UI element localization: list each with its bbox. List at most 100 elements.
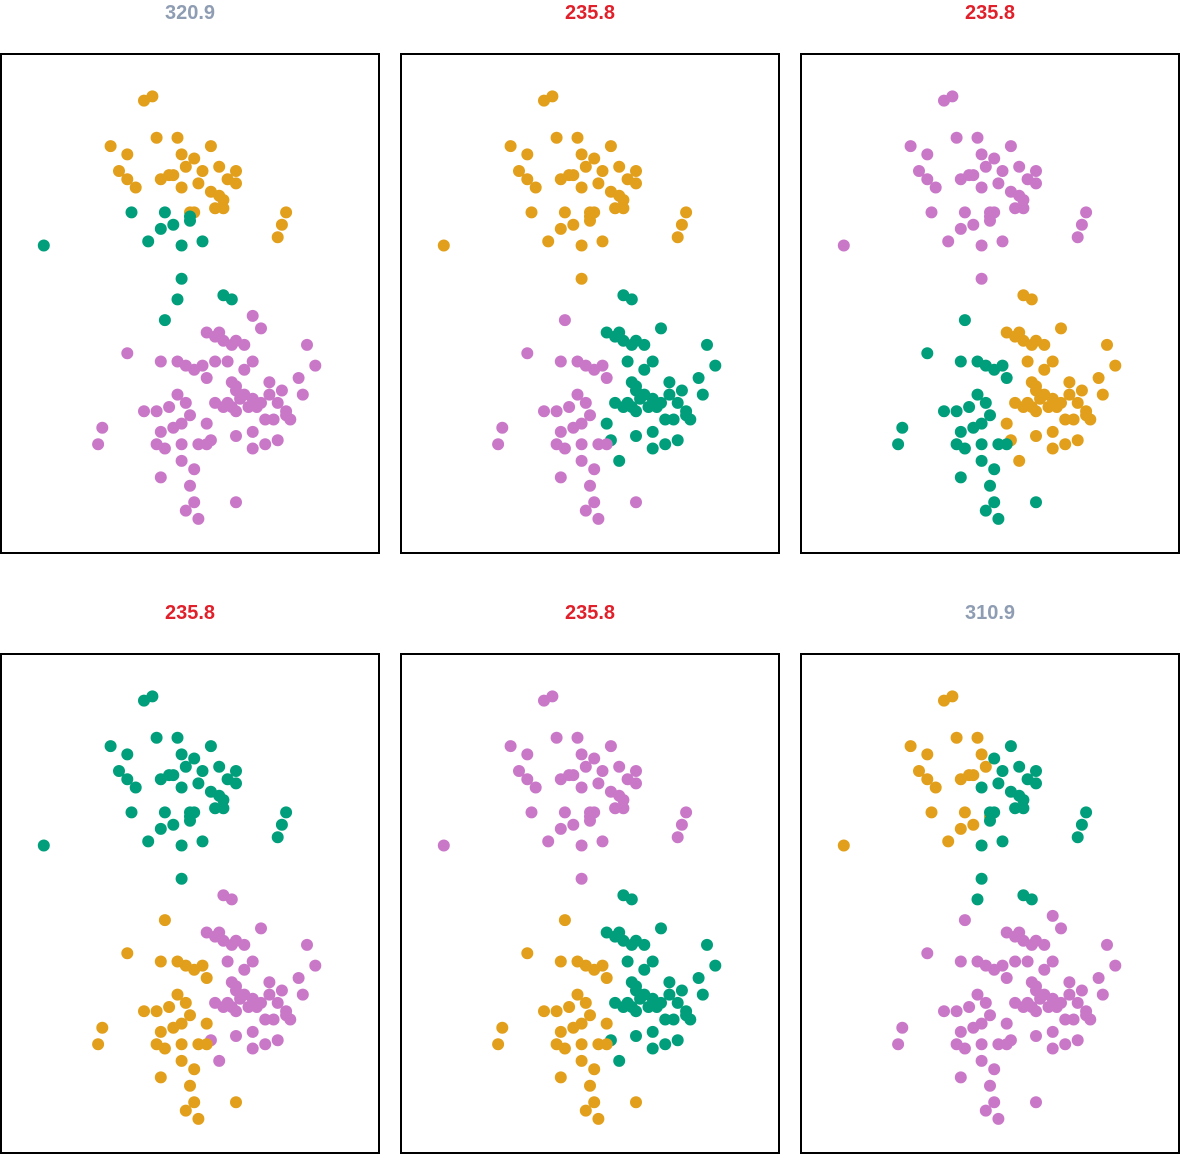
point-teal: [638, 963, 651, 976]
point-pink: [167, 421, 180, 434]
point-pink: [609, 802, 622, 815]
point-pink: [1013, 160, 1026, 173]
point-teal: [954, 355, 967, 368]
point-pink: [246, 309, 259, 322]
point-orange: [942, 835, 955, 848]
point-pink: [575, 748, 588, 761]
point-pink: [275, 384, 288, 397]
point-teal: [671, 996, 684, 1009]
point-pink: [896, 1021, 909, 1034]
point-orange: [121, 173, 134, 186]
point-pink: [200, 326, 213, 339]
point-teal: [667, 413, 680, 426]
point-orange: [196, 165, 209, 177]
point-orange: [675, 218, 688, 231]
point-teal: [680, 409, 693, 422]
point-orange: [1071, 434, 1084, 447]
point-pink: [1038, 938, 1051, 951]
point-pink: [259, 1038, 272, 1051]
point-teal: [129, 781, 142, 794]
point-teal: [979, 504, 992, 517]
point-pink: [209, 996, 222, 1009]
point-teal: [692, 372, 705, 384]
point-teal: [667, 1013, 680, 1026]
point-orange: [209, 202, 222, 215]
point-teal: [600, 926, 613, 939]
point-orange: [1038, 338, 1051, 351]
point-pink: [200, 926, 213, 939]
point-orange: [588, 1063, 601, 1076]
point-teal: [621, 355, 634, 368]
point-orange: [154, 173, 167, 186]
panel-title: 235.8: [564, 2, 616, 24]
point-pink: [230, 1030, 242, 1042]
point-teal: [984, 814, 996, 827]
point-teal: [655, 322, 667, 335]
point-teal: [158, 206, 171, 219]
point-orange: [925, 806, 938, 819]
point-pink: [1063, 988, 1076, 1001]
point-teal: [175, 272, 188, 285]
point-pink: [554, 471, 567, 484]
point-teal: [1009, 802, 1022, 815]
point-pink: [213, 1054, 226, 1067]
point-orange: [230, 1096, 242, 1109]
point-pink: [267, 413, 280, 426]
point-orange: [584, 1009, 596, 1022]
point-pink: [996, 165, 1009, 177]
point-teal: [975, 454, 988, 467]
point-orange: [521, 148, 534, 161]
plot-area: [400, 653, 780, 1154]
point-pink: [246, 425, 259, 438]
point-pink: [554, 425, 567, 438]
point-teal: [671, 396, 684, 409]
point-pink: [96, 421, 109, 434]
point-teal: [154, 822, 167, 835]
point-pink: [913, 165, 925, 177]
point-pink: [967, 1021, 980, 1034]
point-orange: [1009, 396, 1022, 409]
point-teal: [621, 955, 634, 968]
point-teal: [171, 293, 184, 306]
point-pink: [292, 972, 305, 984]
point-teal: [701, 338, 713, 351]
point-teal: [37, 239, 50, 252]
point-orange: [567, 218, 580, 231]
point-teal: [192, 777, 205, 790]
point-teal: [1025, 893, 1038, 906]
point-pink: [280, 409, 293, 422]
point-teal: [209, 802, 222, 815]
point-orange: [280, 206, 293, 219]
point-teal: [954, 471, 967, 484]
point-teal: [975, 872, 988, 885]
point-orange: [630, 177, 642, 190]
point-teal: [967, 421, 980, 434]
point-orange: [946, 690, 959, 703]
plot-area: [800, 653, 1180, 1154]
point-pink: [1000, 972, 1013, 984]
point-orange: [150, 1005, 163, 1018]
point-orange: [554, 955, 567, 968]
point-teal: [671, 434, 684, 447]
scatter-plot: [37, 90, 322, 525]
point-orange: [1025, 293, 1038, 306]
point-orange: [129, 181, 142, 194]
point-teal: [996, 765, 1009, 777]
point-pink: [513, 765, 525, 777]
point-teal: [204, 740, 217, 753]
point-pink: [179, 396, 192, 409]
point-pink: [975, 148, 988, 161]
point-orange: [600, 972, 613, 984]
point-pink: [171, 388, 184, 401]
point-pink: [563, 401, 576, 413]
point-pink: [671, 831, 684, 844]
point-teal: [175, 872, 188, 885]
point-pink: [1017, 202, 1030, 215]
point-orange: [575, 272, 588, 285]
point-teal: [659, 1013, 672, 1026]
point-orange: [525, 206, 538, 219]
point-pink: [958, 206, 971, 219]
point-pink: [988, 1096, 1001, 1109]
point-teal: [646, 1042, 659, 1055]
point-pink: [188, 463, 201, 476]
